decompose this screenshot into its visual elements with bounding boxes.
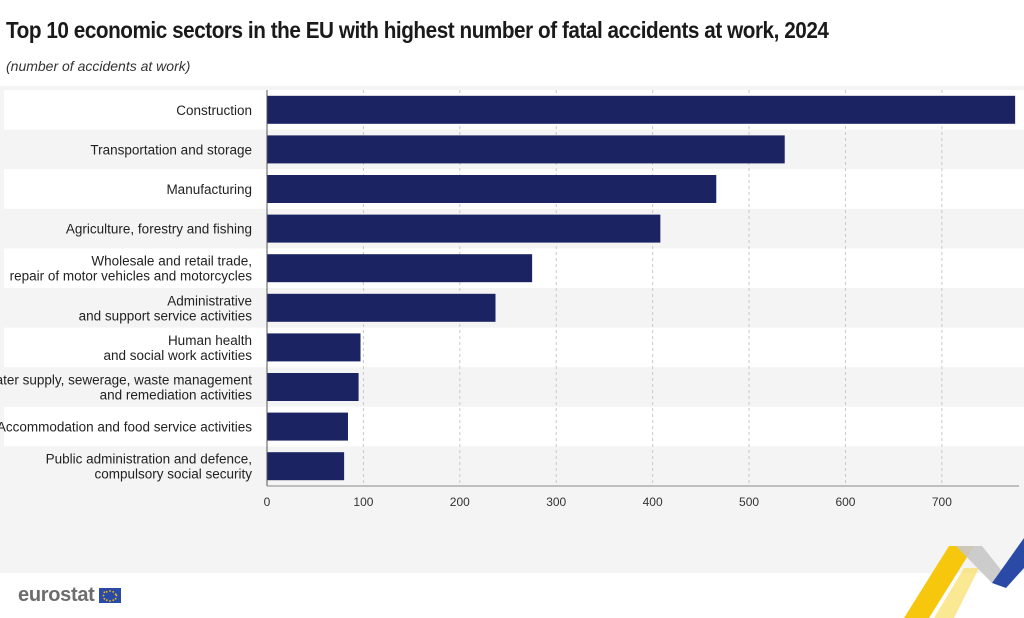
bar (267, 293, 496, 322)
category-label: Manufacturing (166, 182, 252, 197)
x-tick-label: 400 (643, 495, 663, 509)
bar (267, 452, 345, 481)
bar (267, 373, 359, 401)
x-tick-label: 600 (835, 495, 855, 509)
bar (267, 412, 348, 441)
x-tick-label: 500 (739, 495, 759, 509)
x-tick-label: 0 (264, 495, 271, 509)
category-label: Agriculture, forestry and fishing (66, 222, 252, 237)
bar (267, 95, 1016, 124)
category-label: Construction (176, 103, 252, 118)
category-label: repair of motor vehicles and motorcycles (10, 269, 253, 284)
category-label: Transportation and storage (90, 142, 252, 157)
category-label: Human health (168, 333, 252, 348)
category-label: Administrative (167, 293, 252, 308)
bar (267, 254, 533, 283)
logo-text: eurostat (18, 584, 95, 606)
bar (267, 214, 661, 243)
category-label: Accommodation and food service activitie… (0, 420, 252, 435)
chart-subtitle: (number of accidents at work) (6, 58, 191, 74)
row-stripe (4, 406, 1024, 447)
category-label: Public administration and defence, (46, 452, 252, 467)
row-stripe (4, 327, 1024, 368)
x-tick-label: 700 (932, 495, 952, 509)
category-label: compulsory social security (94, 467, 252, 482)
bar (267, 175, 717, 203)
bar (267, 135, 785, 164)
category-label: Wholesale and retail trade, (91, 254, 252, 269)
category-label: and remediation activities (100, 388, 253, 403)
decorative-corner-graphic (904, 538, 1024, 618)
footer (0, 573, 1024, 618)
category-label: Water supply, sewerage, waste management (0, 373, 252, 388)
eu-flag-icon (98, 588, 121, 603)
chart-title: Top 10 economic sectors in the EU with h… (6, 17, 829, 43)
category-label: and social work activities (103, 348, 252, 363)
bar (267, 333, 361, 362)
x-tick-label: 100 (353, 495, 373, 509)
category-label: and support service activities (79, 308, 253, 323)
eurostat-logo: eurostat (18, 584, 121, 607)
x-tick-label: 300 (546, 495, 566, 509)
x-tick-label: 200 (450, 495, 470, 509)
